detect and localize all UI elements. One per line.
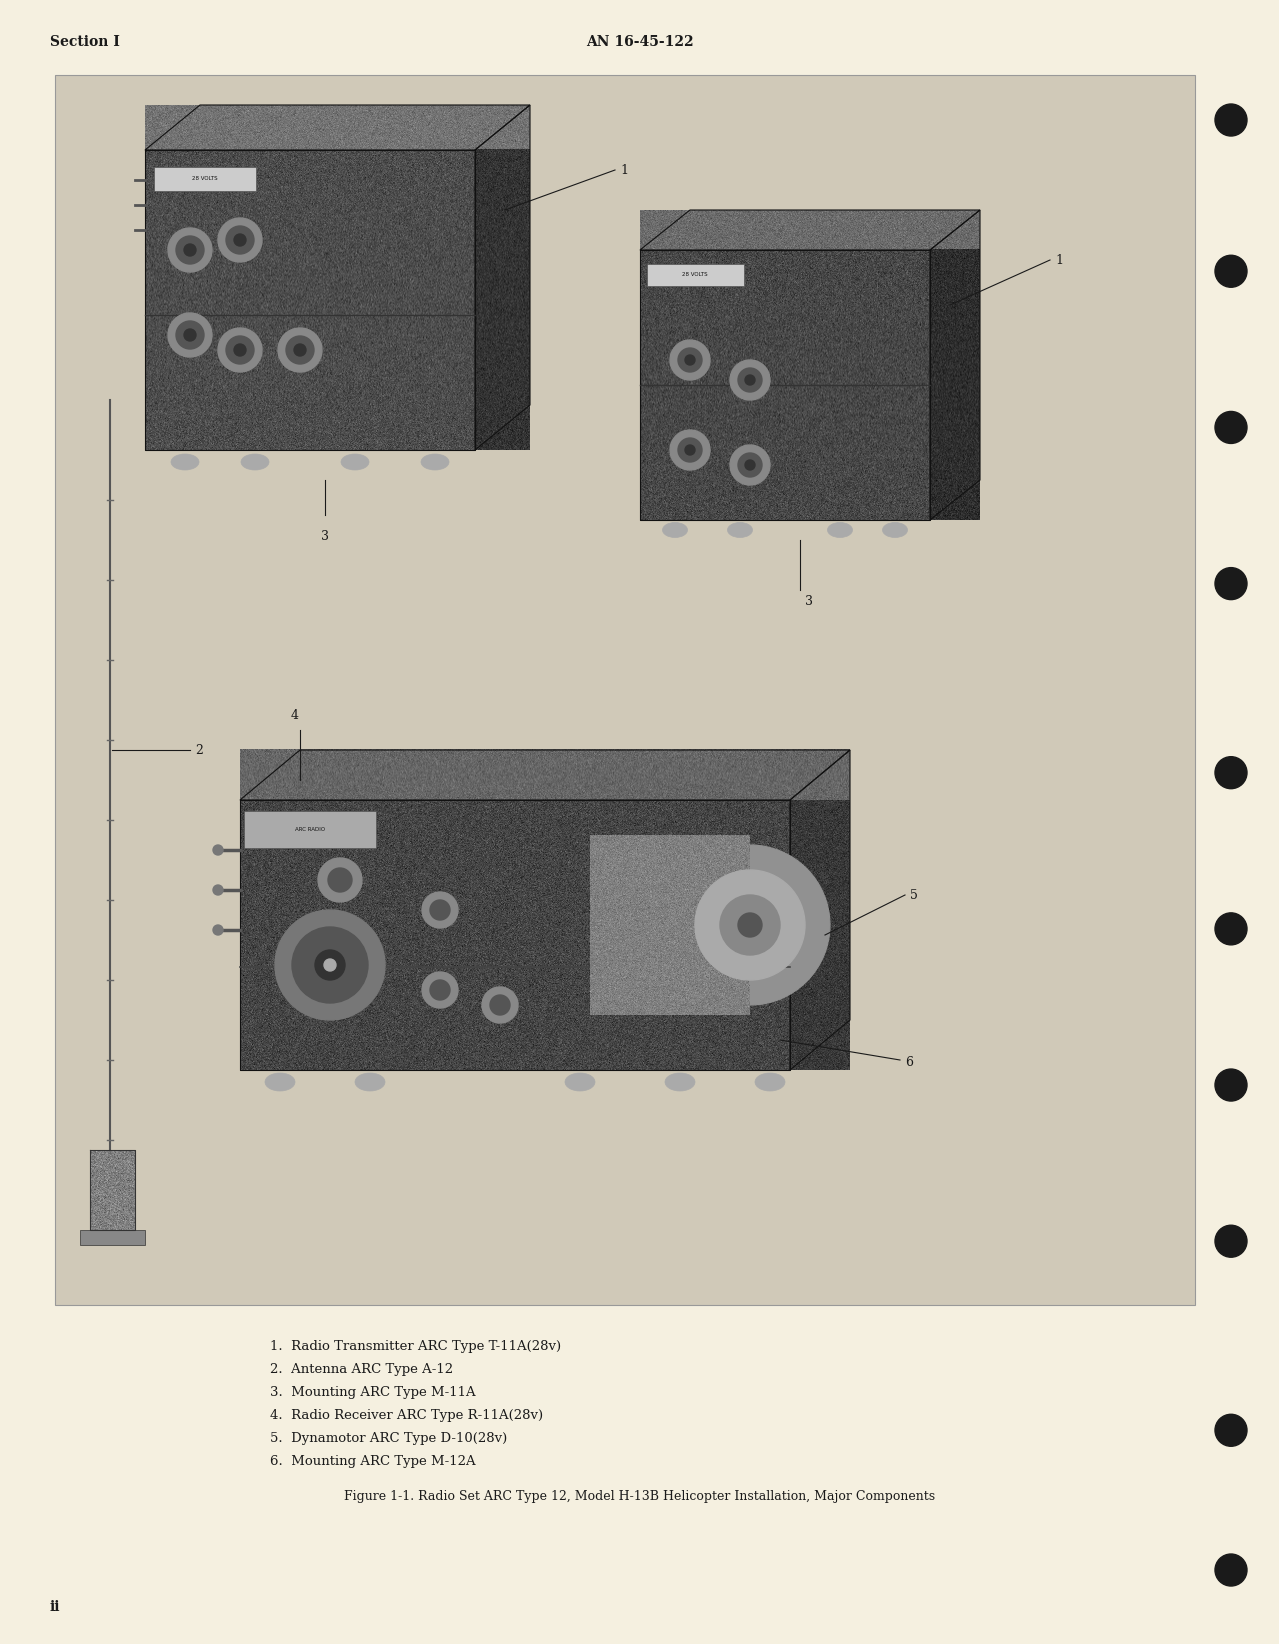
Circle shape	[1215, 1554, 1247, 1586]
Circle shape	[214, 845, 223, 855]
Circle shape	[678, 437, 702, 462]
Text: 3.  Mounting ARC Type M-11A: 3. Mounting ARC Type M-11A	[270, 1386, 476, 1399]
Circle shape	[738, 454, 762, 477]
Circle shape	[168, 229, 212, 271]
Ellipse shape	[356, 1074, 385, 1092]
Text: 28 VOLTS: 28 VOLTS	[192, 176, 217, 181]
Ellipse shape	[665, 1074, 694, 1092]
Ellipse shape	[240, 454, 269, 470]
Text: 3: 3	[804, 595, 813, 608]
Circle shape	[670, 431, 710, 470]
Circle shape	[430, 980, 450, 1000]
Circle shape	[738, 368, 762, 391]
Circle shape	[1215, 411, 1247, 444]
Circle shape	[184, 329, 196, 340]
Text: 4.  Radio Receiver ARC Type R-11A(28v): 4. Radio Receiver ARC Type R-11A(28v)	[270, 1409, 544, 1422]
Circle shape	[217, 219, 262, 261]
Circle shape	[226, 335, 255, 363]
Circle shape	[324, 958, 336, 972]
Text: 3: 3	[321, 529, 329, 543]
Circle shape	[278, 329, 322, 372]
Circle shape	[234, 344, 246, 357]
Bar	[81, 1230, 145, 1245]
Circle shape	[730, 360, 770, 399]
Text: 5: 5	[909, 888, 918, 901]
Text: Figure 1-1. Radio Set ARC Type 12, Model H-13B Helicopter Installation, Major Co: Figure 1-1. Radio Set ARC Type 12, Model…	[344, 1489, 935, 1503]
Circle shape	[327, 868, 352, 893]
Circle shape	[482, 986, 518, 1023]
Circle shape	[1215, 1414, 1247, 1447]
Ellipse shape	[663, 523, 688, 538]
Circle shape	[217, 329, 262, 372]
Circle shape	[275, 911, 385, 1019]
Text: 1: 1	[620, 163, 628, 176]
Text: 5.  Dynamotor ARC Type D-10(28v): 5. Dynamotor ARC Type D-10(28v)	[270, 1432, 508, 1445]
Circle shape	[315, 950, 345, 980]
Circle shape	[744, 460, 755, 470]
Text: ii: ii	[50, 1600, 60, 1614]
Circle shape	[490, 995, 510, 1014]
Circle shape	[226, 225, 255, 255]
Circle shape	[318, 858, 362, 903]
Text: 1.  Radio Transmitter ARC Type T-11A(28v): 1. Radio Transmitter ARC Type T-11A(28v)	[270, 1340, 561, 1353]
Circle shape	[184, 243, 196, 256]
Circle shape	[294, 344, 306, 357]
Ellipse shape	[341, 454, 370, 470]
Circle shape	[292, 927, 368, 1003]
Text: 28 VOLTS: 28 VOLTS	[682, 273, 707, 278]
Text: 4: 4	[292, 709, 299, 722]
Text: 2.  Antenna ARC Type A-12: 2. Antenna ARC Type A-12	[270, 1363, 453, 1376]
Text: ARC RADIO: ARC RADIO	[295, 827, 325, 832]
Circle shape	[177, 321, 203, 349]
Ellipse shape	[728, 523, 752, 538]
Circle shape	[694, 870, 804, 980]
Circle shape	[177, 237, 203, 265]
Circle shape	[730, 446, 770, 485]
Circle shape	[678, 349, 702, 372]
Text: 6: 6	[906, 1055, 913, 1069]
Text: 6.  Mounting ARC Type M-12A: 6. Mounting ARC Type M-12A	[270, 1455, 476, 1468]
Circle shape	[686, 446, 694, 455]
Ellipse shape	[828, 523, 853, 538]
Text: 1: 1	[1055, 253, 1063, 266]
Circle shape	[1215, 1225, 1247, 1258]
Circle shape	[686, 355, 694, 365]
Ellipse shape	[755, 1074, 785, 1092]
Circle shape	[738, 912, 762, 937]
Circle shape	[168, 312, 212, 357]
FancyBboxPatch shape	[153, 168, 256, 191]
Circle shape	[430, 899, 450, 921]
Circle shape	[422, 972, 458, 1008]
Circle shape	[1215, 255, 1247, 288]
Ellipse shape	[421, 454, 449, 470]
Circle shape	[234, 233, 246, 247]
Circle shape	[422, 893, 458, 927]
Ellipse shape	[171, 454, 200, 470]
Circle shape	[214, 926, 223, 935]
Text: Section I: Section I	[50, 35, 120, 49]
Ellipse shape	[883, 523, 908, 538]
FancyBboxPatch shape	[244, 810, 376, 848]
Circle shape	[670, 845, 830, 1004]
Text: 2: 2	[194, 743, 203, 756]
FancyBboxPatch shape	[647, 265, 744, 286]
Ellipse shape	[265, 1074, 295, 1092]
Circle shape	[214, 884, 223, 894]
Bar	[55, 76, 1195, 1305]
Ellipse shape	[565, 1074, 595, 1092]
Circle shape	[286, 335, 315, 363]
Circle shape	[1215, 567, 1247, 600]
Text: AN 16-45-122: AN 16-45-122	[586, 35, 693, 49]
Circle shape	[1215, 104, 1247, 136]
Circle shape	[720, 894, 780, 955]
Circle shape	[1215, 1069, 1247, 1101]
Circle shape	[670, 340, 710, 380]
Circle shape	[1215, 912, 1247, 945]
Circle shape	[744, 375, 755, 385]
Circle shape	[1215, 756, 1247, 789]
